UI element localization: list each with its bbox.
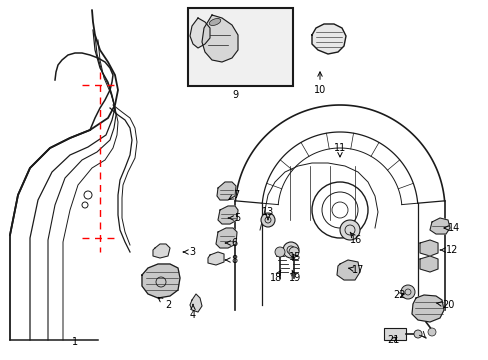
Text: 3: 3: [183, 247, 195, 257]
Circle shape: [427, 328, 435, 336]
Text: 7: 7: [228, 190, 239, 200]
Text: 10: 10: [313, 72, 325, 95]
Circle shape: [261, 213, 274, 227]
Polygon shape: [202, 15, 238, 62]
Polygon shape: [190, 18, 209, 48]
Bar: [383, 328, 405, 340]
Text: 20: 20: [435, 300, 453, 310]
Circle shape: [400, 285, 414, 299]
Text: 4: 4: [189, 305, 196, 320]
Polygon shape: [153, 244, 170, 258]
Text: 11: 11: [333, 143, 346, 157]
Polygon shape: [336, 260, 359, 280]
Text: 2: 2: [158, 297, 171, 310]
Polygon shape: [411, 295, 443, 322]
Polygon shape: [311, 24, 346, 54]
Text: 14: 14: [443, 223, 459, 233]
Polygon shape: [218, 206, 238, 224]
Text: 22: 22: [393, 290, 406, 300]
Text: 15: 15: [288, 252, 301, 262]
Polygon shape: [216, 228, 237, 248]
Polygon shape: [419, 256, 437, 272]
Polygon shape: [419, 240, 437, 256]
Text: 1: 1: [72, 337, 78, 347]
Circle shape: [339, 220, 359, 240]
Text: 18: 18: [269, 270, 282, 283]
Text: 16: 16: [349, 232, 362, 245]
Circle shape: [283, 242, 298, 258]
Text: 21: 21: [386, 335, 398, 345]
Text: 19: 19: [288, 270, 301, 283]
Circle shape: [274, 247, 285, 257]
Text: 9: 9: [231, 90, 238, 100]
Text: 17: 17: [348, 265, 364, 275]
Text: 6: 6: [225, 238, 237, 248]
Polygon shape: [217, 182, 236, 200]
Polygon shape: [429, 218, 449, 234]
Text: 5: 5: [228, 213, 240, 223]
Text: 12: 12: [439, 245, 457, 255]
Circle shape: [413, 330, 421, 338]
Polygon shape: [190, 294, 202, 312]
Polygon shape: [207, 252, 224, 265]
Text: 13: 13: [262, 207, 274, 220]
Polygon shape: [142, 264, 180, 298]
Circle shape: [288, 247, 298, 257]
Bar: [187, 8, 292, 86]
Ellipse shape: [209, 18, 220, 26]
Text: 8: 8: [225, 255, 237, 265]
